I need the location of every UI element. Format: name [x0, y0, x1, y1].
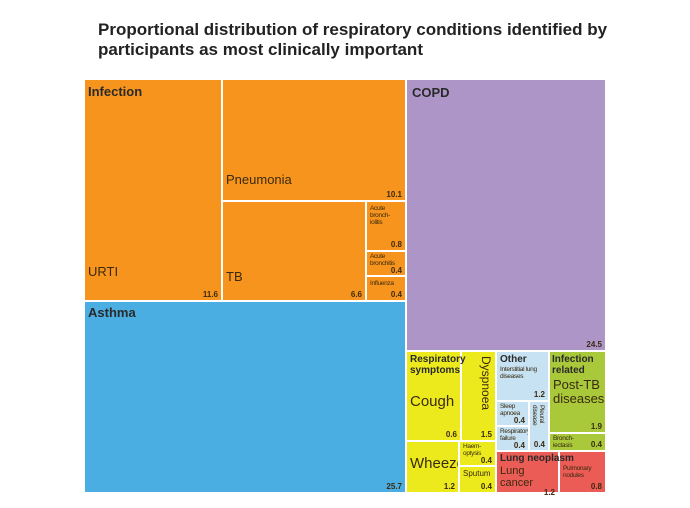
cell-haem-optysis: Haem-optysis 0.4 [458, 440, 497, 467]
cell-value: 1.2 [543, 488, 555, 497]
cell-sleep-apnoea: Sleep apnoea 0.4 [495, 400, 530, 427]
cell-label: TB [226, 269, 243, 284]
cell-value: 1.5 [480, 430, 492, 439]
cell-wheeze: Wheeze 1.2 [405, 440, 466, 494]
cell-label: Respiratory failure [500, 428, 530, 442]
cell-value: 0.8 [590, 482, 602, 491]
cell-label: Sputum [463, 469, 491, 478]
cell-value: 0.4 [513, 416, 525, 425]
cell-post-tb-diseases: Post-TB diseases 1.9 [548, 350, 607, 434]
cell-pulmonary-nodules: Pulmonary nodules 0.8 [558, 450, 607, 494]
cell-label: URTI [88, 264, 119, 279]
cell-dyspnoea: Dyspnoea 1.5 [460, 350, 497, 442]
cell-label: Bronch-iectasis [553, 435, 574, 449]
group-label-lung-neoplasm: Lung neoplasm [500, 453, 574, 464]
cell-value: 0.4 [390, 290, 402, 299]
cell-label: Acute bronchitis [370, 253, 395, 267]
cell-value: 0.6 [445, 430, 457, 439]
cell-acute-bronch-iolitis: Acute bronch-iolitis 0.8 [365, 200, 407, 252]
group-label-asthma: Asthma [88, 305, 136, 320]
cell-label: Cough [410, 393, 455, 410]
cell-value: 0.4 [513, 441, 525, 450]
group-label-copd: COPD [412, 85, 450, 100]
cell-urti: URTI 11.6 [83, 78, 223, 302]
cell-value: 0.4 [480, 456, 492, 465]
cell-value: 0.8 [390, 240, 402, 249]
cell-label: Pleural disease [531, 405, 545, 426]
cell-value: 6.6 [350, 290, 362, 299]
cell-acute-bronchitis: Acute bronchitis 0.4 [365, 250, 407, 277]
cell-value: 10.1 [386, 190, 402, 199]
cell-label: Sleep apnoea [500, 403, 520, 417]
cell-value: 0.4 [390, 266, 402, 275]
cell-respiratory-failure: Respiratory failure 0.4 [495, 425, 530, 452]
group-label-respiratory-symptoms: Respiratory symptoms [410, 354, 466, 376]
cell-value: 1.2 [443, 482, 455, 491]
cell-value: 0.4 [590, 440, 602, 449]
cell-tb: TB 6.6 [221, 200, 367, 302]
cell-label: Lung cancer [500, 465, 534, 489]
group-label-infection: Infection [88, 84, 143, 99]
cell-lung-cancer: Lung cancer 1.2 [495, 450, 560, 497]
cell-value: 24.5 [586, 340, 602, 349]
cell-value: 1.2 [533, 390, 545, 399]
cell-cough: Cough 0.6 [405, 350, 462, 442]
cell-label: Pneumonia [226, 172, 292, 187]
cell-value: 0.4 [533, 440, 545, 449]
cell-influenza: Influenza 0.4 [365, 275, 407, 302]
cell-label: Dyspnoea [479, 356, 493, 411]
group-label-other: Other [500, 354, 527, 365]
cell-value: 25.7 [386, 482, 402, 491]
cell-value: 1.9 [590, 422, 602, 431]
cell-label: Pulmonary nodules [563, 465, 592, 479]
group-label-infection-related: Infection related [552, 354, 594, 376]
cell-label: Influenza [370, 280, 394, 287]
cell-pneumonia: Pneumonia 10.1 [221, 78, 407, 202]
cell-label: Interstitial lung diseases [500, 366, 537, 380]
cell-bronch-iectasis: Bronch-iectasis 0.4 [548, 432, 607, 452]
cell-pleural-disease: Pleural disease 0.4 [528, 400, 550, 452]
cell-label: Acute bronch-iolitis [370, 205, 390, 226]
cell-value: 0.4 [480, 482, 492, 491]
cell-label: Wheeze [410, 455, 466, 472]
cell-label: Haem-optysis [463, 443, 482, 457]
cell-sputum: Sputum 0.4 [458, 465, 497, 494]
cell-value: 11.6 [202, 290, 218, 299]
cell-asthma: 25.7 [83, 300, 407, 494]
cell-copd: 24.5 [405, 78, 607, 352]
cell-label: Post-TB diseases [553, 377, 605, 406]
chart-title: Proportional distribution of respiratory… [98, 20, 608, 59]
